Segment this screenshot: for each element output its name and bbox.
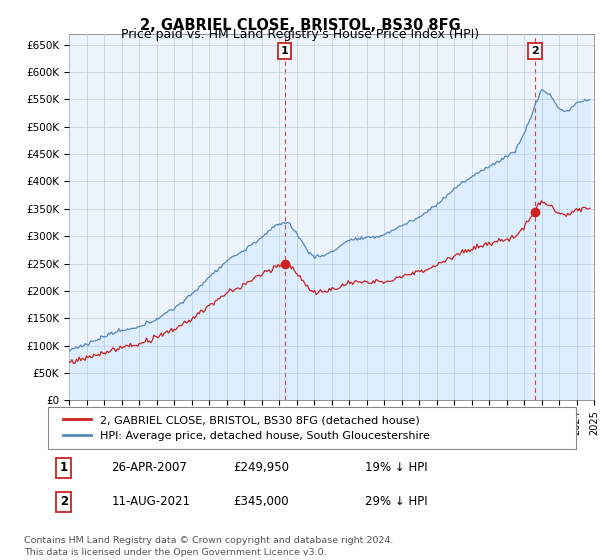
Text: Price paid vs. HM Land Registry's House Price Index (HPI): Price paid vs. HM Land Registry's House … (121, 28, 479, 41)
Text: £345,000: £345,000 (233, 496, 289, 508)
Legend: 2, GABRIEL CLOSE, BRISTOL, BS30 8FG (detached house), HPI: Average price, detach: 2, GABRIEL CLOSE, BRISTOL, BS30 8FG (det… (59, 411, 434, 445)
Text: 29% ↓ HPI: 29% ↓ HPI (365, 496, 427, 508)
Text: 19% ↓ HPI: 19% ↓ HPI (365, 461, 427, 474)
Text: 2: 2 (60, 496, 68, 508)
Text: 11-AUG-2021: 11-AUG-2021 (112, 496, 190, 508)
Text: Contains HM Land Registry data © Crown copyright and database right 2024.
This d: Contains HM Land Registry data © Crown c… (24, 536, 394, 557)
Text: 26-APR-2007: 26-APR-2007 (112, 461, 187, 474)
Text: 2: 2 (531, 46, 539, 56)
FancyBboxPatch shape (48, 407, 576, 449)
Text: 1: 1 (281, 46, 289, 56)
Text: 2, GABRIEL CLOSE, BRISTOL, BS30 8FG: 2, GABRIEL CLOSE, BRISTOL, BS30 8FG (140, 18, 460, 33)
Text: 1: 1 (60, 461, 68, 474)
Text: £249,950: £249,950 (233, 461, 289, 474)
